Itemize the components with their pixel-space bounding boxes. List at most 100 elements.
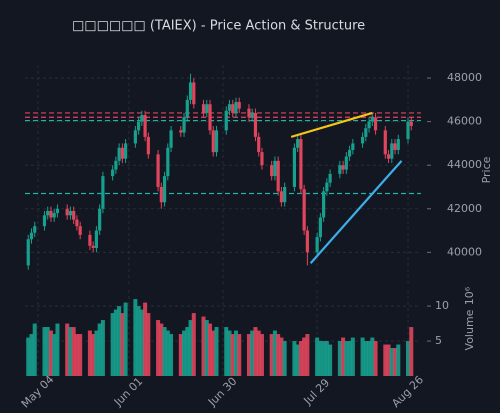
volume-bar bbox=[191, 313, 196, 376]
volume-bar bbox=[295, 344, 300, 376]
volume-bar bbox=[146, 313, 151, 376]
candle-body bbox=[29, 232, 34, 240]
candle-body bbox=[396, 139, 400, 150]
candle-body bbox=[166, 147, 170, 177]
candle-body bbox=[68, 210, 73, 216]
volume-bar bbox=[139, 309, 144, 376]
volume-bar bbox=[224, 327, 229, 376]
candle-body bbox=[179, 130, 183, 133]
trend-line bbox=[290, 111, 373, 138]
candle-body bbox=[133, 130, 137, 144]
volume-bar bbox=[52, 334, 57, 376]
chart-title: □□□□□□ (TAIEX) - Price Action & Structur… bbox=[72, 19, 365, 34]
candle-body bbox=[367, 121, 371, 129]
candle-body bbox=[250, 112, 254, 118]
volume-tick-label: 5 bbox=[435, 334, 442, 347]
candle-body bbox=[143, 115, 147, 137]
candle-body bbox=[192, 82, 196, 105]
volume-bar bbox=[302, 337, 307, 376]
volume-bar bbox=[211, 330, 216, 376]
candle-body bbox=[162, 176, 167, 203]
candle-body bbox=[260, 152, 264, 166]
candle-body bbox=[88, 234, 92, 246]
volume-bar bbox=[208, 323, 213, 376]
candle-body bbox=[140, 115, 144, 122]
volume-bar bbox=[253, 327, 258, 376]
candle-body bbox=[325, 182, 329, 192]
volume-bar bbox=[389, 348, 394, 376]
candle-body bbox=[383, 130, 387, 155]
volume-offset: 10⁶ bbox=[463, 286, 476, 305]
volume-bar bbox=[292, 341, 297, 376]
candle-body bbox=[296, 139, 300, 148]
candle-body bbox=[373, 117, 378, 131]
candle-body bbox=[315, 237, 319, 253]
candle-body bbox=[406, 121, 410, 140]
volume-bar bbox=[71, 327, 76, 376]
volume-bar bbox=[178, 334, 183, 376]
volume-bar bbox=[100, 320, 105, 376]
candle-body bbox=[344, 156, 348, 170]
volume-bar bbox=[409, 327, 414, 376]
candle-body bbox=[201, 104, 206, 113]
volume-bar bbox=[97, 323, 102, 376]
volume-bar bbox=[373, 341, 378, 376]
volume-bar bbox=[350, 337, 355, 376]
volume-bar bbox=[113, 309, 118, 376]
volume-bar bbox=[370, 337, 375, 376]
volume-bar bbox=[185, 327, 190, 376]
volume-bar bbox=[123, 302, 128, 376]
y-tick-label: 46000 bbox=[447, 115, 482, 128]
candle-body bbox=[386, 154, 391, 159]
candle-body bbox=[393, 143, 397, 150]
volume-bar bbox=[318, 341, 323, 376]
candle-body bbox=[117, 147, 121, 161]
candle-body bbox=[341, 165, 345, 170]
volume-bar bbox=[42, 327, 47, 376]
volume-bar bbox=[246, 334, 251, 376]
volume-bar bbox=[201, 316, 206, 376]
candle-body bbox=[360, 136, 365, 144]
candle-body bbox=[146, 136, 150, 155]
y-tick-label: 40000 bbox=[447, 245, 482, 258]
candle-body bbox=[273, 160, 277, 177]
candle-body bbox=[227, 104, 232, 111]
volume-bar bbox=[165, 330, 170, 376]
candle-body bbox=[247, 108, 251, 118]
volume-bar bbox=[315, 337, 320, 376]
candle-body bbox=[159, 186, 163, 203]
candle-body bbox=[124, 143, 128, 159]
trend-line bbox=[309, 160, 403, 264]
volume-bar bbox=[214, 327, 219, 376]
candle-body bbox=[214, 130, 219, 153]
volume-bar bbox=[272, 330, 277, 376]
candle-body bbox=[224, 110, 228, 131]
candle-body bbox=[279, 191, 284, 203]
volume-bar bbox=[120, 313, 125, 376]
volume-bar bbox=[45, 327, 50, 376]
candle-body bbox=[111, 169, 115, 177]
volume-bar bbox=[188, 320, 193, 376]
volume-bar bbox=[360, 337, 365, 376]
candle-body bbox=[188, 82, 193, 100]
volume-bar bbox=[74, 334, 79, 376]
volume-bar bbox=[29, 334, 34, 376]
candle-body bbox=[253, 112, 258, 137]
candle-body bbox=[318, 217, 322, 238]
volume-bar bbox=[259, 334, 264, 376]
candle-body bbox=[52, 213, 56, 218]
volume-bar bbox=[204, 320, 209, 376]
candle-body bbox=[211, 130, 215, 153]
volume-bar bbox=[256, 330, 261, 376]
y-tick-label: 44000 bbox=[447, 158, 482, 171]
volume-bar bbox=[159, 323, 164, 376]
volume-bar bbox=[162, 327, 167, 376]
candle-body bbox=[237, 102, 241, 109]
volume-bar bbox=[110, 313, 115, 376]
candle-body bbox=[409, 121, 413, 126]
candle-body bbox=[351, 143, 355, 150]
candle-body bbox=[257, 136, 261, 153]
candle-body bbox=[185, 99, 189, 118]
volume-bar bbox=[156, 320, 161, 376]
volume-bar bbox=[91, 334, 96, 376]
